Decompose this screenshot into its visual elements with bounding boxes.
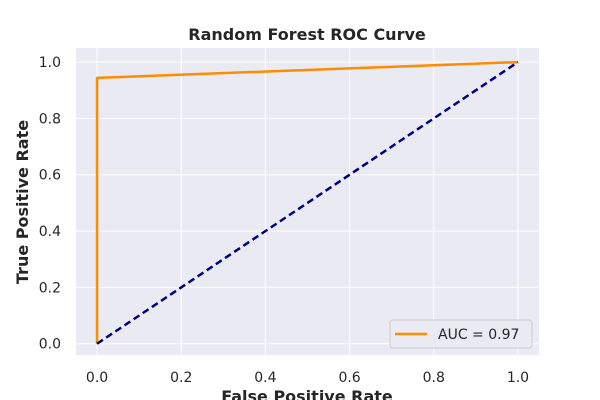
series-layer	[95, 60, 519, 345]
x-axis-label: False Positive Rate	[221, 387, 393, 400]
y-tick-label: 0.0	[39, 337, 61, 353]
grid	[76, 48, 539, 355]
x-tick-label: 0.2	[170, 370, 192, 386]
baseline-series-line	[96, 61, 519, 345]
y-tick-label: 0.6	[39, 168, 61, 184]
roc-series-line	[95, 60, 519, 344]
x-tick-label: 0.6	[338, 370, 360, 386]
legend-label: AUC = 0.97	[438, 327, 519, 343]
y-tick-label: 1.0	[39, 55, 61, 71]
y-tick-label: 0.4	[39, 224, 61, 240]
y-tick-label: 0.8	[39, 111, 61, 127]
x-tick-label: 0.0	[86, 370, 108, 386]
x-tick-label: 0.8	[423, 370, 445, 386]
legend: AUC = 0.97	[389, 319, 533, 349]
y-axis-label: True Positive Rate	[13, 120, 32, 284]
y-tick-label: 0.2	[39, 280, 61, 296]
chart-title: Random Forest ROC Curve	[188, 25, 426, 44]
ticks: 0.0 0.2 0.4 0.6 0.8 1.0 0.0 0.2 0.4 0.6 0.8 1.0	[39, 55, 529, 386]
legend-box	[389, 319, 533, 349]
x-tick-label: 0.4	[254, 370, 276, 386]
x-tick-label: 1.0	[507, 370, 529, 386]
